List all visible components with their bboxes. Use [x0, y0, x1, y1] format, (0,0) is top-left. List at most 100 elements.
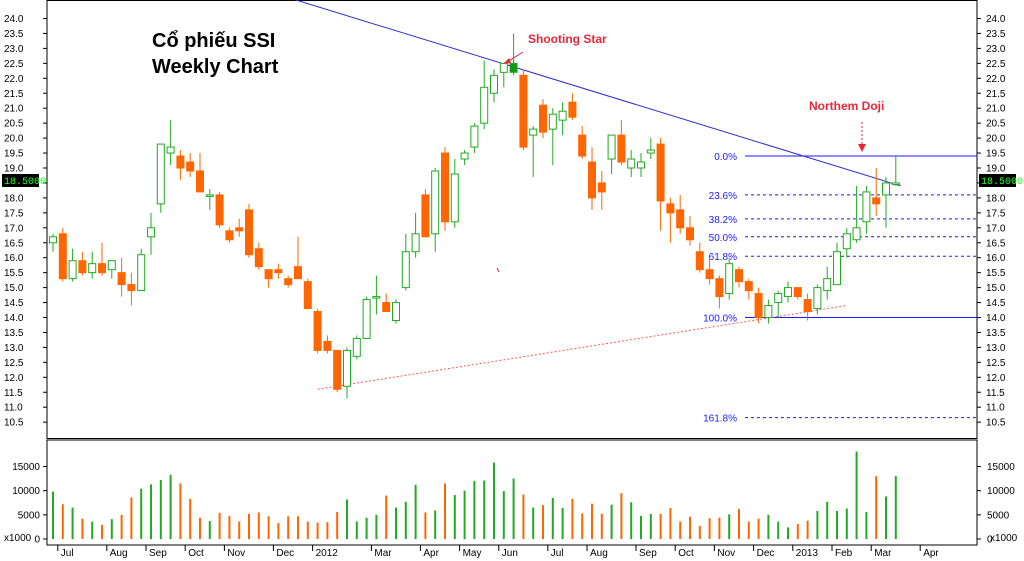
price-tick-label-left: 15.0: [4, 283, 24, 294]
candle-body: [431, 170, 440, 235]
price-tick-label-right: 10.5: [986, 418, 1006, 429]
candle-body: [78, 260, 87, 274]
fib-level-label: 161.8%: [703, 414, 737, 425]
candle-body: [166, 146, 175, 154]
fib-level-label: 23.6%: [709, 191, 737, 202]
northern-doji-annotation: Northem Doji: [809, 99, 884, 152]
candle-body: [676, 209, 685, 229]
candle-body: [754, 293, 763, 318]
price-tick-label-left: 15.5: [4, 268, 24, 279]
volume-pane-border: [46, 439, 978, 546]
month-tick-label: Apr: [423, 548, 439, 559]
candle-body: [156, 143, 165, 205]
price-tick-label-left: 17.5: [4, 208, 24, 219]
candle-body: [735, 269, 743, 283]
candle-body: [98, 263, 106, 274]
volume-tick-label-left: 5000: [18, 510, 41, 521]
last-price-badge-right-text: 18.5000: [981, 177, 1023, 188]
candle-body: [637, 161, 645, 169]
northern-doji-arrowhead: [858, 144, 866, 152]
shooting-star-annotation: Shooting Star: [503, 32, 607, 64]
fib-level-label: 50.0%: [709, 233, 737, 244]
fib-level-label: 100.0%: [703, 314, 737, 325]
candle-body: [656, 143, 665, 202]
candle-body: [176, 155, 185, 169]
price-tick-label-left: 11.5: [4, 388, 23, 399]
month-tick-label: Dec: [276, 548, 294, 559]
last-price-badge: 18.5000: [2, 174, 46, 188]
price-tick-label-right: 22.0: [986, 74, 1006, 85]
candle-body: [490, 74, 498, 94]
candle-body: [235, 227, 244, 232]
volume-tick-label-right: 10000: [987, 486, 1015, 497]
candle-body: [372, 296, 381, 299]
candle-body: [568, 101, 577, 118]
candle-body: [215, 194, 224, 226]
fib-level-label: 38.2%: [709, 215, 737, 226]
price-tick-label-left: 23.0: [4, 44, 24, 55]
price-tick-label-right: 12.5: [986, 358, 1006, 369]
candle-body: [715, 278, 724, 298]
candle-body: [88, 263, 97, 274]
month-tick-label: Sep: [149, 548, 167, 559]
candle-body: [421, 194, 430, 238]
price-tick-label-right: 22.5: [986, 59, 1006, 70]
candle-body: [382, 302, 391, 313]
candle-body: [186, 161, 195, 172]
price-tick-label-left: 10.5: [4, 418, 24, 429]
chart-title-line-1: Cổ phiếu SSI: [152, 30, 275, 52]
resistance-trendline: [294, 0, 901, 187]
price-tick-label-right: 21.5: [986, 89, 1006, 100]
candle-body: [852, 227, 861, 241]
price-tick-label-left: 16.0: [4, 253, 24, 264]
candle-body: [774, 293, 783, 304]
candle-body: [646, 149, 655, 154]
month-tick-label: Aug: [110, 548, 128, 559]
shooting-star-arrowhead: [503, 58, 511, 64]
candle-body: [862, 191, 871, 223]
candle-body: [362, 299, 371, 339]
price-tick-label-right: 13.0: [986, 343, 1006, 354]
candle-body: [313, 311, 322, 351]
price-tick-label-right: 20.5: [986, 119, 1006, 130]
volume-series: [52, 451, 897, 539]
price-tick-label-right: 14.5: [986, 298, 1006, 309]
fib-level-label: 61.8%: [709, 252, 737, 263]
price-tick-label-right: 24.0: [986, 14, 1006, 25]
volume-axis: 0 0 5000 5000 10000 10000 15000 15000: [12, 462, 1015, 546]
candle-body: [117, 272, 126, 286]
price-tick-label-left: 19.5: [4, 149, 24, 160]
price-axis: 24.0 24.0 23.5 23.5 23.0 23.0 22.5 22.5 22.0 22.0…: [4, 14, 1006, 429]
candle-body: [499, 62, 508, 73]
month-tick-label: Nov: [227, 548, 245, 559]
price-tick-label-right: 23.5: [986, 29, 1006, 40]
price-tick-label-right: 15.5: [986, 268, 1006, 279]
volume-tick-label-right: 15000: [987, 462, 1015, 473]
candle-body: [607, 134, 616, 160]
candle-body: [352, 337, 361, 357]
volume-multiplier-right: x1000: [990, 533, 1018, 544]
trendlines: [294, 0, 901, 390]
volume-tick-label-left: 15000: [12, 462, 40, 473]
price-tick-label-right: 15.0: [986, 283, 1006, 294]
candle-body: [49, 236, 57, 244]
candle-body: [441, 152, 449, 223]
month-tick-label: Mar: [874, 548, 892, 559]
month-tick-label: Dec: [757, 548, 775, 559]
volume-multiplier-left: x1000: [4, 533, 32, 544]
candle-body: [705, 269, 714, 280]
candle-body: [58, 233, 67, 280]
month-tick-label: Feb: [835, 548, 853, 559]
candle-body: [842, 233, 851, 250]
candle-body: [519, 74, 528, 148]
candle-body: [793, 287, 802, 298]
candle-body: [401, 251, 410, 289]
candle-body: [284, 278, 293, 286]
candle-body: [823, 278, 832, 292]
month-tick-label: Aug: [590, 548, 608, 559]
month-tick-label: Nov: [717, 548, 735, 559]
candle-body: [529, 128, 538, 136]
price-tick-label-right: 17.5: [986, 208, 1006, 219]
volume-tick-label-right: 0: [987, 535, 993, 546]
price-tick-label-right: 16.5: [986, 238, 1006, 249]
